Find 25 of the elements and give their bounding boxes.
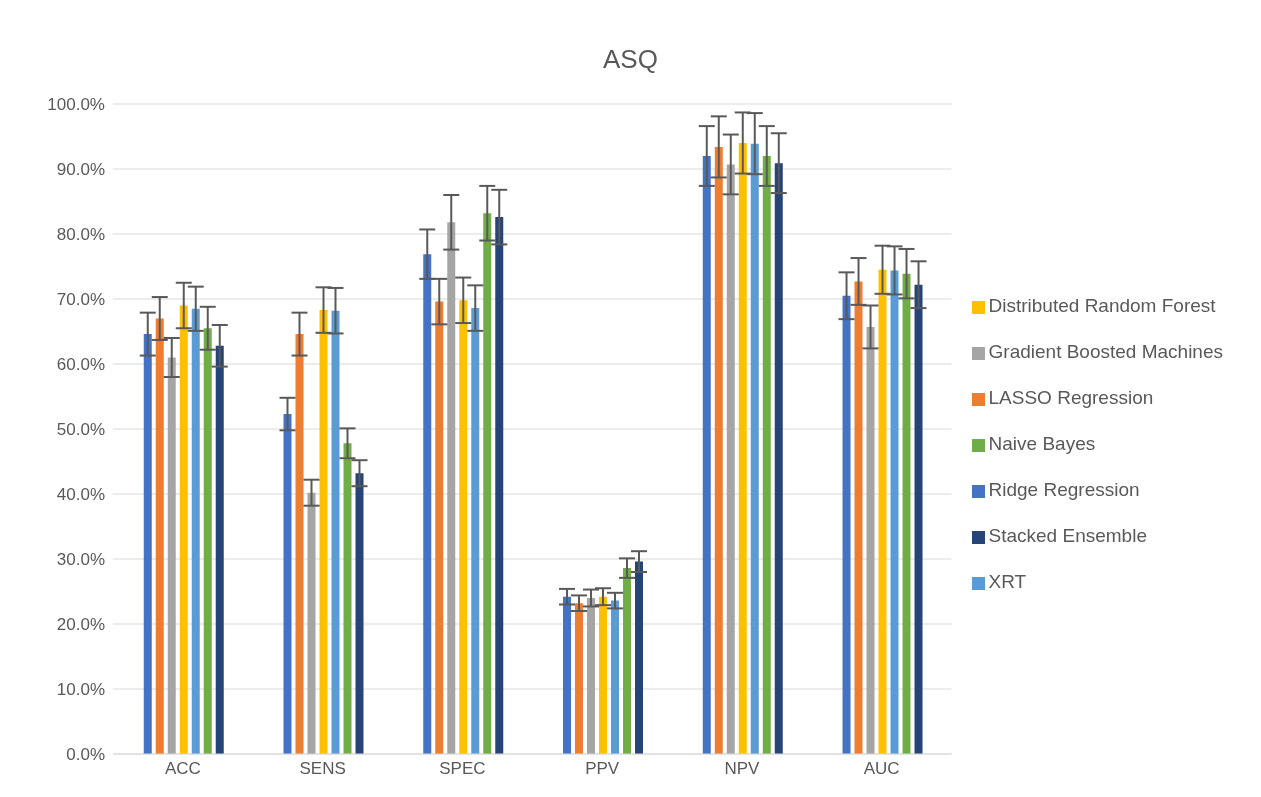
chart-title: ASQ bbox=[602, 43, 659, 76]
x-tick-label: ACC bbox=[164, 759, 201, 779]
y-tick-label: 80.0% bbox=[56, 225, 105, 245]
legend-label: Stacked Ensemble bbox=[988, 525, 1147, 546]
y-tick-label: 70.0% bbox=[56, 290, 105, 310]
y-tick-label: 30.0% bbox=[56, 550, 105, 570]
y-tick-label: 90.0% bbox=[56, 160, 105, 180]
legend-label: Gradient Boosted Machines bbox=[988, 341, 1223, 362]
y-tick-label: 50.0% bbox=[56, 420, 105, 440]
x-tick-label: SPEC bbox=[439, 759, 486, 779]
x-tick-label: PPV bbox=[585, 759, 620, 779]
x-tick-label: AUC bbox=[863, 759, 900, 779]
legend-label: Distributed Random Forest bbox=[988, 295, 1216, 316]
legend-label: Naive Bayes bbox=[988, 433, 1096, 454]
y-tick-label: 20.0% bbox=[56, 615, 105, 635]
y-tick-label: 10.0% bbox=[56, 680, 105, 700]
legend-label: XRT bbox=[988, 571, 1027, 592]
x-tick-label: NPV bbox=[724, 759, 761, 779]
y-tick-label: 40.0% bbox=[56, 485, 105, 505]
legend-label: LASSO Regression bbox=[988, 387, 1154, 408]
y-tick-label: 60.0% bbox=[56, 355, 105, 375]
legend-label: Ridge Regression bbox=[988, 479, 1140, 500]
x-tick-label: SENS bbox=[299, 759, 346, 779]
y-tick-label: 100.0% bbox=[47, 95, 105, 115]
y-tick-label: 0.0% bbox=[66, 745, 105, 765]
